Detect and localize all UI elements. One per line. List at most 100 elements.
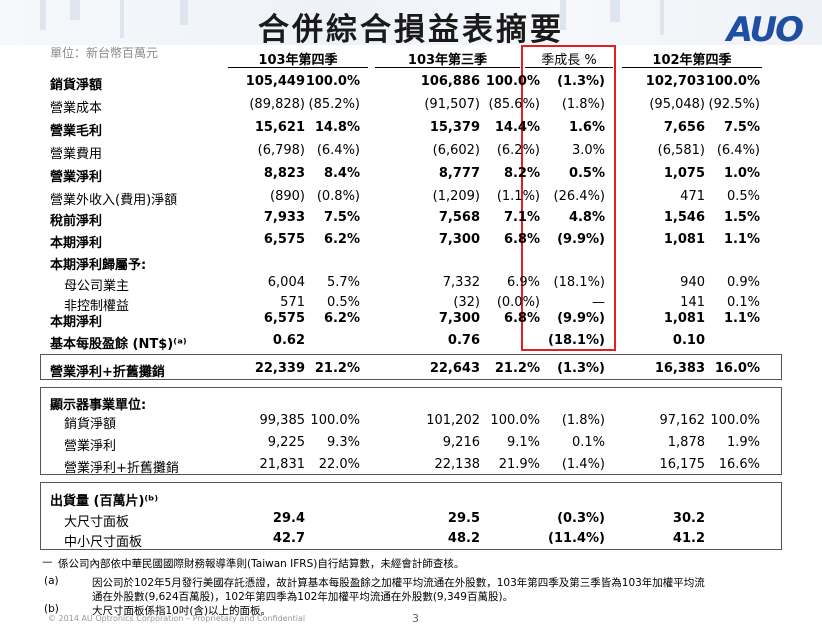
cell: 9,225 <box>267 435 305 450</box>
row-label: 顯示器事業單位: <box>50 398 147 413</box>
cell: 1.9% <box>726 435 760 450</box>
cell: 7,332 <box>442 275 480 290</box>
header-underline <box>622 67 762 68</box>
cell: 571 <box>280 295 305 310</box>
header-underline <box>525 67 613 68</box>
cell: 22,138 <box>434 457 481 472</box>
cell: 101,202 <box>426 413 480 428</box>
row-label: 營業淨利 <box>64 439 117 454</box>
cell: 21.2% <box>494 361 540 376</box>
cell: (1.8%) <box>561 413 605 428</box>
row-label: 營業淨利+折舊攤銷 <box>50 365 165 380</box>
cell: (0.8%) <box>316 189 360 204</box>
cell: 6,004 <box>267 275 305 290</box>
footnote-text: 因公司於102年5月發行美國存託憑證，故計算基本每股盈餘之加權平均流通在外股數，… <box>92 577 705 589</box>
table-row: 營業毛利 15,621 14.8% 15,379 14.4% 1.6% 7,65… <box>50 117 780 139</box>
shipment-box <box>40 482 782 550</box>
cell: 3.0% <box>571 143 605 158</box>
table-row: 營業淨利 8,823 8.4% 8,777 8.2% 0.5% 1,075 1.… <box>50 163 780 185</box>
cell: 22,643 <box>429 361 480 376</box>
cell: (6.4%) <box>316 143 360 158</box>
cell: — <box>592 295 605 310</box>
table-row: 稅前淨利 7,933 7.5% 7,568 7.1% 4.8% 1,546 1.… <box>50 207 780 229</box>
cell: 106,886 <box>420 74 480 89</box>
cell: 1,081 <box>663 232 705 247</box>
cell: 7,656 <box>663 120 705 135</box>
cell: 471 <box>680 189 705 204</box>
cell: 16.0% <box>714 361 760 376</box>
cell: 7.1% <box>503 210 540 225</box>
cell: (85.2%) <box>308 97 360 112</box>
row-label: 本期淨利 <box>50 236 103 251</box>
cell: (89,828) <box>249 97 305 112</box>
cell: 940 <box>680 275 705 290</box>
auo-logo: AUO <box>726 10 804 50</box>
cell: 100.0% <box>310 413 360 428</box>
row-label: 母公司業主 <box>64 279 130 294</box>
page-number: 3 <box>412 612 419 625</box>
display-segment-box <box>40 387 782 475</box>
cell: 9,216 <box>442 435 480 450</box>
cell: 7.5% <box>723 120 760 135</box>
cell: (6,602) <box>432 143 480 158</box>
cell: 42.7 <box>272 531 305 546</box>
ebitda-box <box>40 354 782 380</box>
cell: 16,175 <box>659 457 706 472</box>
cell: 6,575 <box>263 232 305 247</box>
cell: 14.8% <box>314 120 360 135</box>
row-label: 稅前淨利 <box>50 214 103 229</box>
footnote-text: 大尺寸面板係指10吋(含)以上的面板。 <box>92 605 272 617</box>
cell: 1.6% <box>568 120 605 135</box>
cell: 100.0% <box>485 74 540 89</box>
cell: 0.1% <box>726 295 760 310</box>
table-row: 營業費用 (6,798) (6.4%) (6,602) (6.2%) 3.0% … <box>50 140 780 162</box>
cell: 21.9% <box>498 457 540 472</box>
row-label: 營業外收入(費用)淨額 <box>50 193 178 208</box>
header-underline <box>375 67 520 68</box>
cell: 8,823 <box>263 166 305 181</box>
cell: 97,162 <box>659 413 706 428</box>
table-row: 營業淨利 9,225 9.3% 9,216 9.1% 0.1% 1,878 1.… <box>50 432 780 454</box>
cell: 0.1% <box>571 435 605 450</box>
cell: 29.4 <box>272 511 305 526</box>
page-title: 合併綜合損益表摘要 <box>258 12 564 48</box>
cell: (18.1%) <box>553 275 605 290</box>
cell: 0.62 <box>272 333 305 348</box>
cell: 7,300 <box>438 232 480 247</box>
header-q3-103: 103年第三季 <box>407 53 488 68</box>
cell: (18.1%) <box>548 333 605 348</box>
cell: 102,703 <box>645 74 705 89</box>
cell: 21.2% <box>314 361 360 376</box>
cell: 6.2% <box>323 311 360 326</box>
table-row: 本期淨利歸屬予: <box>50 251 780 273</box>
cell: 4.8% <box>568 210 605 225</box>
cell: 41.2 <box>672 531 705 546</box>
row-label: 本期淨利歸屬予: <box>50 258 147 273</box>
cell: (6.4%) <box>716 143 760 158</box>
cell: 6.2% <box>323 232 360 247</box>
row-label: 大尺寸面板 <box>64 515 130 530</box>
cell: 1.1% <box>723 311 760 326</box>
cell: (91,507) <box>424 97 480 112</box>
cell: 1,878 <box>667 435 705 450</box>
table-row: 中小尺寸面板 42.7 48.2 (11.4%) 41.2 <box>50 528 780 550</box>
cell: 1.1% <box>723 232 760 247</box>
table-row: 大尺寸面板 29.4 29.5 (0.3%) 30.2 <box>50 508 780 530</box>
table-row: 銷貨淨額 99,385 100.0% 101,202 100.0% (1.8%)… <box>50 410 780 432</box>
cell: 105,449 <box>245 74 305 89</box>
table-row: 營業外收入(費用)淨額 (890) (0.8%) (1,209) (1.1%) … <box>50 186 780 208</box>
table-row: 基本每股盈餘 (NT$)⁽ᵃ⁾ 0.62 0.76 (18.1%) 0.10 <box>50 330 780 352</box>
cell: 0.5% <box>568 166 605 181</box>
footnote-mark: (a) <box>44 575 59 587</box>
row-label: 中小尺寸面板 <box>64 535 143 550</box>
cell: 16.6% <box>718 457 760 472</box>
currency-unit: 單位：新台幣百萬元 <box>50 46 159 60</box>
cell: 100.0% <box>305 74 360 89</box>
row-label: 營業淨利+折舊攤銷 <box>64 461 179 476</box>
cell: (1.4%) <box>561 457 605 472</box>
cell: (890) <box>270 189 305 204</box>
table-row: 銷貨淨額 105,449 100.0% 106,886 100.0% (1.3%… <box>50 71 780 93</box>
cell: (85.6%) <box>488 97 540 112</box>
table-row: 營業淨利+折舊攤銷 21,831 22.0% 22,138 21.9% (1.4… <box>50 454 780 476</box>
cell: 6,575 <box>263 311 305 326</box>
